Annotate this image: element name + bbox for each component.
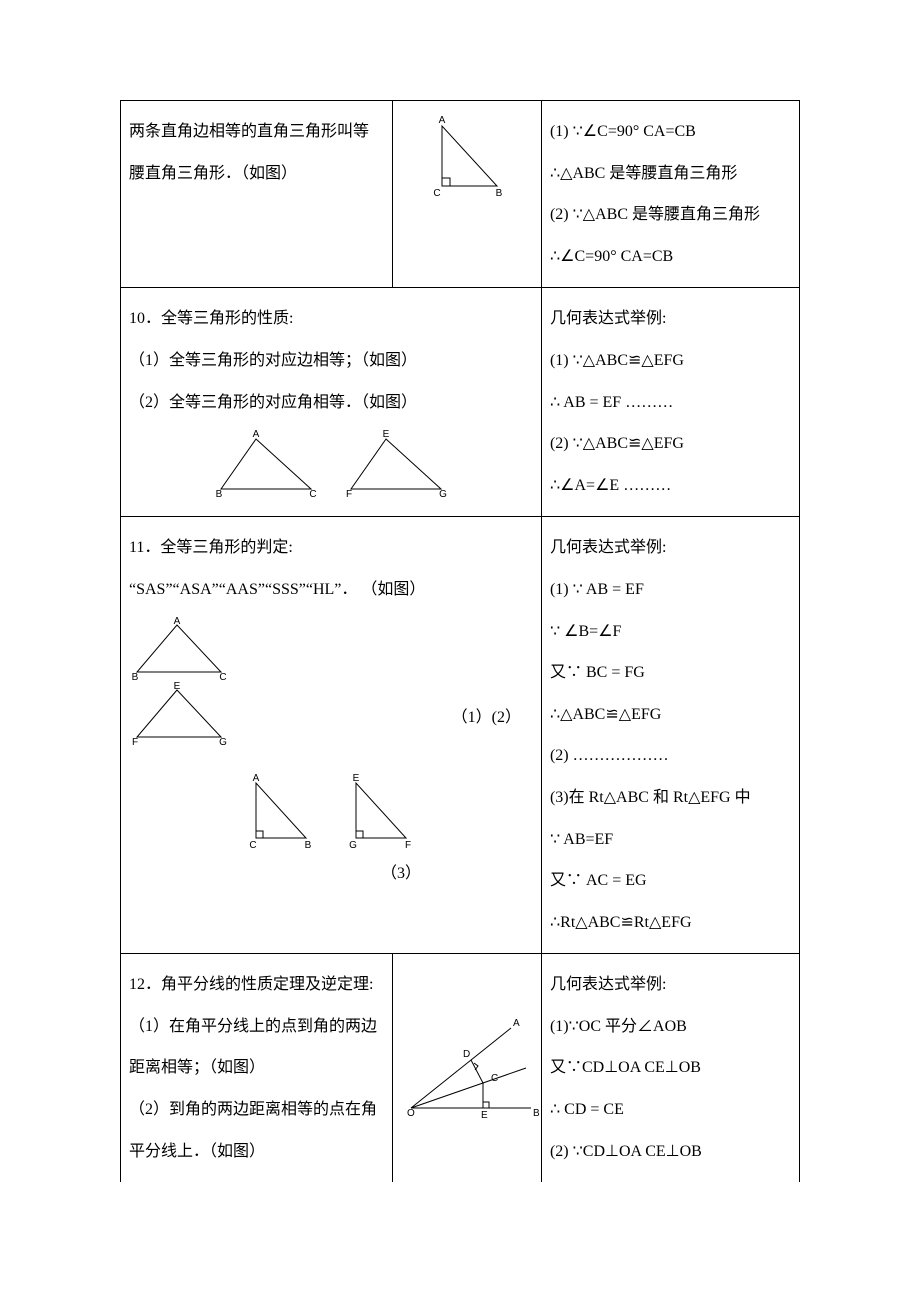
row9-text-2: 腰直角三角形．（如图） [129,153,384,195]
row9-r3: (2) ∵△ABC 是等腰直角三角形 [550,194,791,236]
row12-left: 12．角平分线的性质定理及逆定理: （1）在角平分线上的点到角的两边 距离相等；… [121,954,393,1182]
rt2-c: G [349,840,357,851]
row12-r4: (2) ∵CD⊥OA CE⊥OB [550,1131,791,1173]
row9-left: 两条直角边相等的直角三角形叫等 腰直角三角形．（如图） [121,101,393,288]
rt1-c: C [249,840,256,851]
tri-abc2-icon: A B C [129,617,229,682]
lbl-e: E [481,1110,488,1121]
row10-rh: 几何表达式举例: [550,298,791,340]
r11-t1-a: A [174,617,181,627]
row9-r4: ∴∠C=90° CA=CB [550,236,791,278]
row11-title: 11．全等三角形的判定: [129,527,533,569]
t2-a: E [383,429,390,440]
row11-r8: 又∵ AC = EG [550,860,791,902]
lbl-b: B [533,1108,540,1119]
t1-a: A [253,429,260,440]
row11-r4: ∴△ABC≌△EFG [550,694,791,736]
row9-r1: (1) ∵∠C=90° CA=CB [550,111,791,153]
row-10: 10．全等三角形的性质: （1）全等三角形的对应边相等；（如图） （2）全等三角… [121,288,800,517]
row12-r2: 又∵CD⊥OA CE⊥OB [550,1047,791,1089]
row11-r2: ∵ ∠B=∠F [550,611,791,653]
row10-r2: ∴ AB = EF ……… [550,382,791,424]
row-9: 两条直角边相等的直角三角形叫等 腰直角三角形．（如图） A C B (1) ∵∠… [121,101,800,288]
t2-c: G [439,489,447,499]
row9-figure: A C B [392,101,541,288]
row12-title: 12．角平分线的性质定理及逆定理: [129,964,384,1006]
rt-efg-icon: E G F [341,773,421,853]
row10-l1: （1）全等三角形的对应边相等；（如图） [129,340,533,382]
row-12: 12．角平分线的性质定理及逆定理: （1）在角平分线上的点到角的两边 距离相等；… [121,954,800,1182]
rt2-b: F [405,840,411,851]
row10-r4: ∴∠A=∠E ……… [550,465,791,507]
lbl-c: C [491,1073,498,1084]
row12-l1: （1）在角平分线上的点到角的两边 [129,1006,384,1048]
row11-r7: ∵ AB=EF [550,819,791,861]
vertex-a: A [438,115,445,126]
row11-cap12: （1）(2） [229,697,533,747]
lbl-a: A [513,1018,520,1029]
lbl-o: O [407,1108,415,1119]
triangle-efg-icon: E F G [341,429,451,499]
lbl-d: D [463,1049,470,1060]
row11-r3: 又∵ BC = FG [550,652,791,694]
row9-text-1: 两条直角边相等的直角三角形叫等 [129,111,384,153]
row11-r1: (1) ∵ AB = EF [550,569,791,611]
angle-bisector-icon: O A B C D E [401,1013,541,1123]
row11-l1: “SAS”“ASA”“AAS”“SSS”“HL”． （如图） [129,569,533,611]
rt2-a: E [353,773,360,784]
rt1-a: A [253,773,260,784]
rt1-b: B [305,840,312,851]
row11-r6: (3)在 Rt△ABC 和 Rt△EFG 中 [550,777,791,819]
row11-cap3: （3） [129,853,533,895]
row12-figure: O A B C D E [392,954,541,1182]
r11-t2-b: F [132,737,138,747]
row10-title: 10．全等三角形的性质: [129,298,533,340]
vertex-c: C [433,188,440,199]
row11-r9: ∴Rt△ABC≌Rt△EFG [550,902,791,944]
row10-right: 几何表达式举例: (1) ∵△ABC≌△EFG ∴ AB = EF ……… (2… [541,288,799,517]
row12-l2: 距离相等；（如图） [129,1047,384,1089]
t2-b: F [346,489,352,499]
row11-rh: 几何表达式举例: [550,527,791,569]
geometry-table: 两条直角边相等的直角三角形叫等 腰直角三角形．（如图） A C B (1) ∵∠… [120,100,800,1182]
r11-t1-b: B [132,672,139,682]
row9-right: (1) ∵∠C=90° CA=CB ∴△ABC 是等腰直角三角形 (2) ∵△A… [541,101,799,288]
triangle-abc-icon: A B C [211,429,321,499]
right-triangle-icon: A C B [427,111,507,201]
row12-rh: 几何表达式举例: [550,964,791,1006]
row12-l3: （2）到角的两边距离相等的点在角 [129,1089,384,1131]
row10-l2: （2）全等三角形的对应角相等．（如图） [129,382,533,424]
r11-t1-c: C [219,672,226,682]
tri-efg2-icon: E F G [129,682,229,747]
row12-r3: ∴ CD = CE [550,1089,791,1131]
row11-r5: (2) ……………… [550,735,791,777]
row12-l4: 平分线上．（如图） [129,1131,384,1173]
row11-right: 几何表达式举例: (1) ∵ AB = EF ∵ ∠B=∠F 又∵ BC = F… [541,517,799,954]
row9-r2: ∴△ABC 是等腰直角三角形 [550,153,791,195]
row10-left: 10．全等三角形的性质: （1）全等三角形的对应边相等；（如图） （2）全等三角… [121,288,542,517]
row10-r1: (1) ∵△ABC≌△EFG [550,340,791,382]
row10-r3: (2) ∵△ABC≌△EFG [550,423,791,465]
r11-t2-c: G [219,737,227,747]
row11-left: 11．全等三角形的判定: “SAS”“ASA”“AAS”“SSS”“HL”． （… [121,517,542,954]
row12-right: 几何表达式举例: (1)∵OC 平分∠AOB 又∵CD⊥OA CE⊥OB ∴ C… [541,954,799,1182]
row-11: 11．全等三角形的判定: “SAS”“ASA”“AAS”“SSS”“HL”． （… [121,517,800,954]
t1-c: C [309,489,316,499]
vertex-b: B [495,188,502,199]
r11-t2-a: E [174,682,181,692]
row12-r1: (1)∵OC 平分∠AOB [550,1006,791,1048]
rt-abc-icon: A C B [241,773,321,853]
t1-b: B [216,489,223,499]
